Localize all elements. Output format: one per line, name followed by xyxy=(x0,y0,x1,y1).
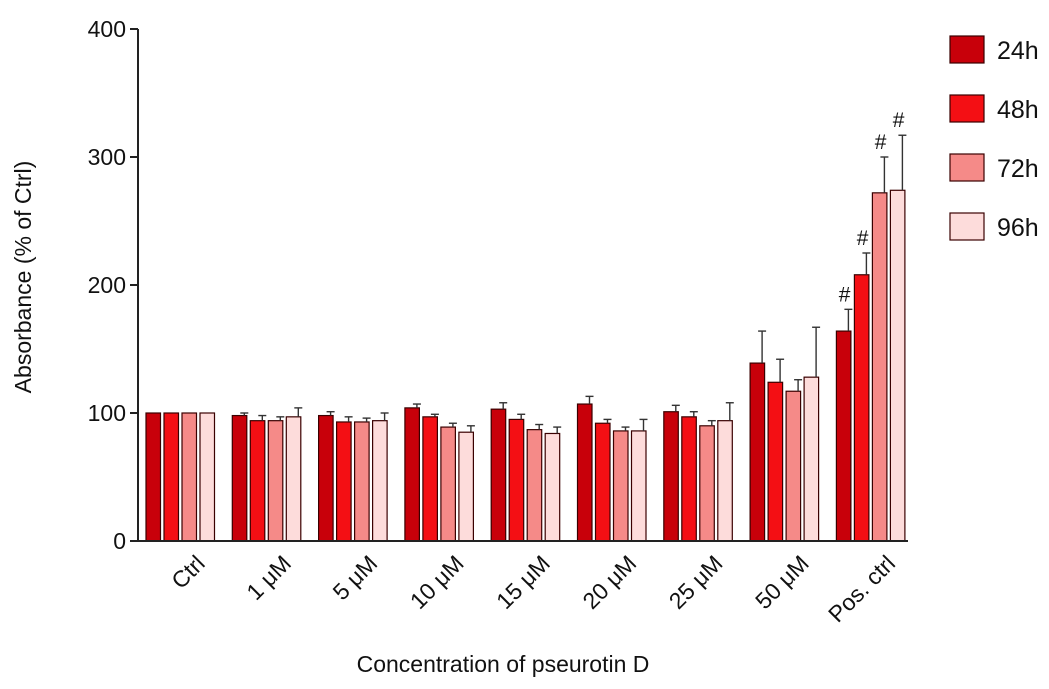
bar xyxy=(440,426,456,542)
y-tick-label: 300 xyxy=(88,144,126,170)
bar xyxy=(508,418,525,542)
x-category-label: 1 μM xyxy=(241,550,296,605)
bar xyxy=(663,411,679,542)
bar xyxy=(835,330,852,542)
bar xyxy=(871,192,888,542)
bar xyxy=(372,420,388,542)
y-tick-label: 0 xyxy=(113,528,126,554)
bar xyxy=(285,416,302,542)
x-category-label: Pos. ctrl xyxy=(823,550,900,627)
x-category-label: Ctrl xyxy=(166,550,210,594)
y-tick-label: 100 xyxy=(88,400,126,426)
x-category-labels: Ctrl 1 μM 5 μM 10 μM 15 μM 20 μM 25 μM 50 μM Pos… xyxy=(166,550,900,627)
bar xyxy=(490,408,507,542)
bar xyxy=(681,416,697,542)
y-ticks: 0 100 200 300 400 xyxy=(88,16,138,554)
bar xyxy=(767,381,784,542)
legend-swatch xyxy=(949,94,985,123)
bar xyxy=(785,390,802,542)
bar xyxy=(267,420,284,542)
bar xyxy=(853,274,870,542)
bar xyxy=(526,429,543,542)
bar xyxy=(181,412,198,542)
legend-label: 96h xyxy=(997,214,1039,242)
y-tick-label: 400 xyxy=(88,16,126,42)
significance-marker: # xyxy=(893,109,905,132)
bar xyxy=(717,420,733,542)
x-category-label: 15 μM xyxy=(491,550,555,614)
bar xyxy=(336,421,352,542)
bar xyxy=(404,407,420,542)
legend-swatch xyxy=(949,35,985,64)
bar xyxy=(803,376,820,542)
legend: 24h 48h 72h 96h xyxy=(949,35,1039,242)
bar xyxy=(612,430,629,542)
legend-swatch xyxy=(949,212,985,241)
bar xyxy=(163,412,180,542)
bars-layer xyxy=(145,189,906,542)
x-axis-title: Concentration of pseurotin D xyxy=(357,651,650,677)
bar xyxy=(458,431,474,542)
bar xyxy=(576,403,593,542)
x-category-label: 25 μM xyxy=(664,550,728,614)
x-category-label: 50 μM xyxy=(750,550,814,614)
legend-label: 24h xyxy=(997,37,1039,65)
legend-label: 72h xyxy=(997,155,1039,183)
bar xyxy=(231,414,248,542)
annotations-layer: # # # # xyxy=(839,109,905,306)
bar xyxy=(422,416,438,542)
bar xyxy=(630,430,647,542)
bar xyxy=(594,422,611,542)
y-axis-title: Absorbance (% of Ctrl) xyxy=(10,161,36,394)
significance-marker: # xyxy=(857,227,869,250)
legend-swatch xyxy=(949,153,985,182)
bar xyxy=(354,421,370,542)
bar xyxy=(199,412,216,542)
error-bars-layer xyxy=(240,134,907,434)
x-category-label: 5 μM xyxy=(328,550,383,605)
bar xyxy=(318,414,334,542)
legend-label: 48h xyxy=(997,96,1039,124)
bar xyxy=(249,420,266,542)
x-category-label: 20 μM xyxy=(577,550,641,614)
bar xyxy=(749,362,766,542)
x-category-label: 10 μM xyxy=(405,550,469,614)
bar xyxy=(699,425,715,542)
y-tick-label: 200 xyxy=(88,272,126,298)
significance-marker: # xyxy=(875,131,887,154)
bar xyxy=(145,412,162,542)
bar xyxy=(544,432,561,542)
bar xyxy=(889,189,906,542)
significance-marker: # xyxy=(839,283,851,306)
